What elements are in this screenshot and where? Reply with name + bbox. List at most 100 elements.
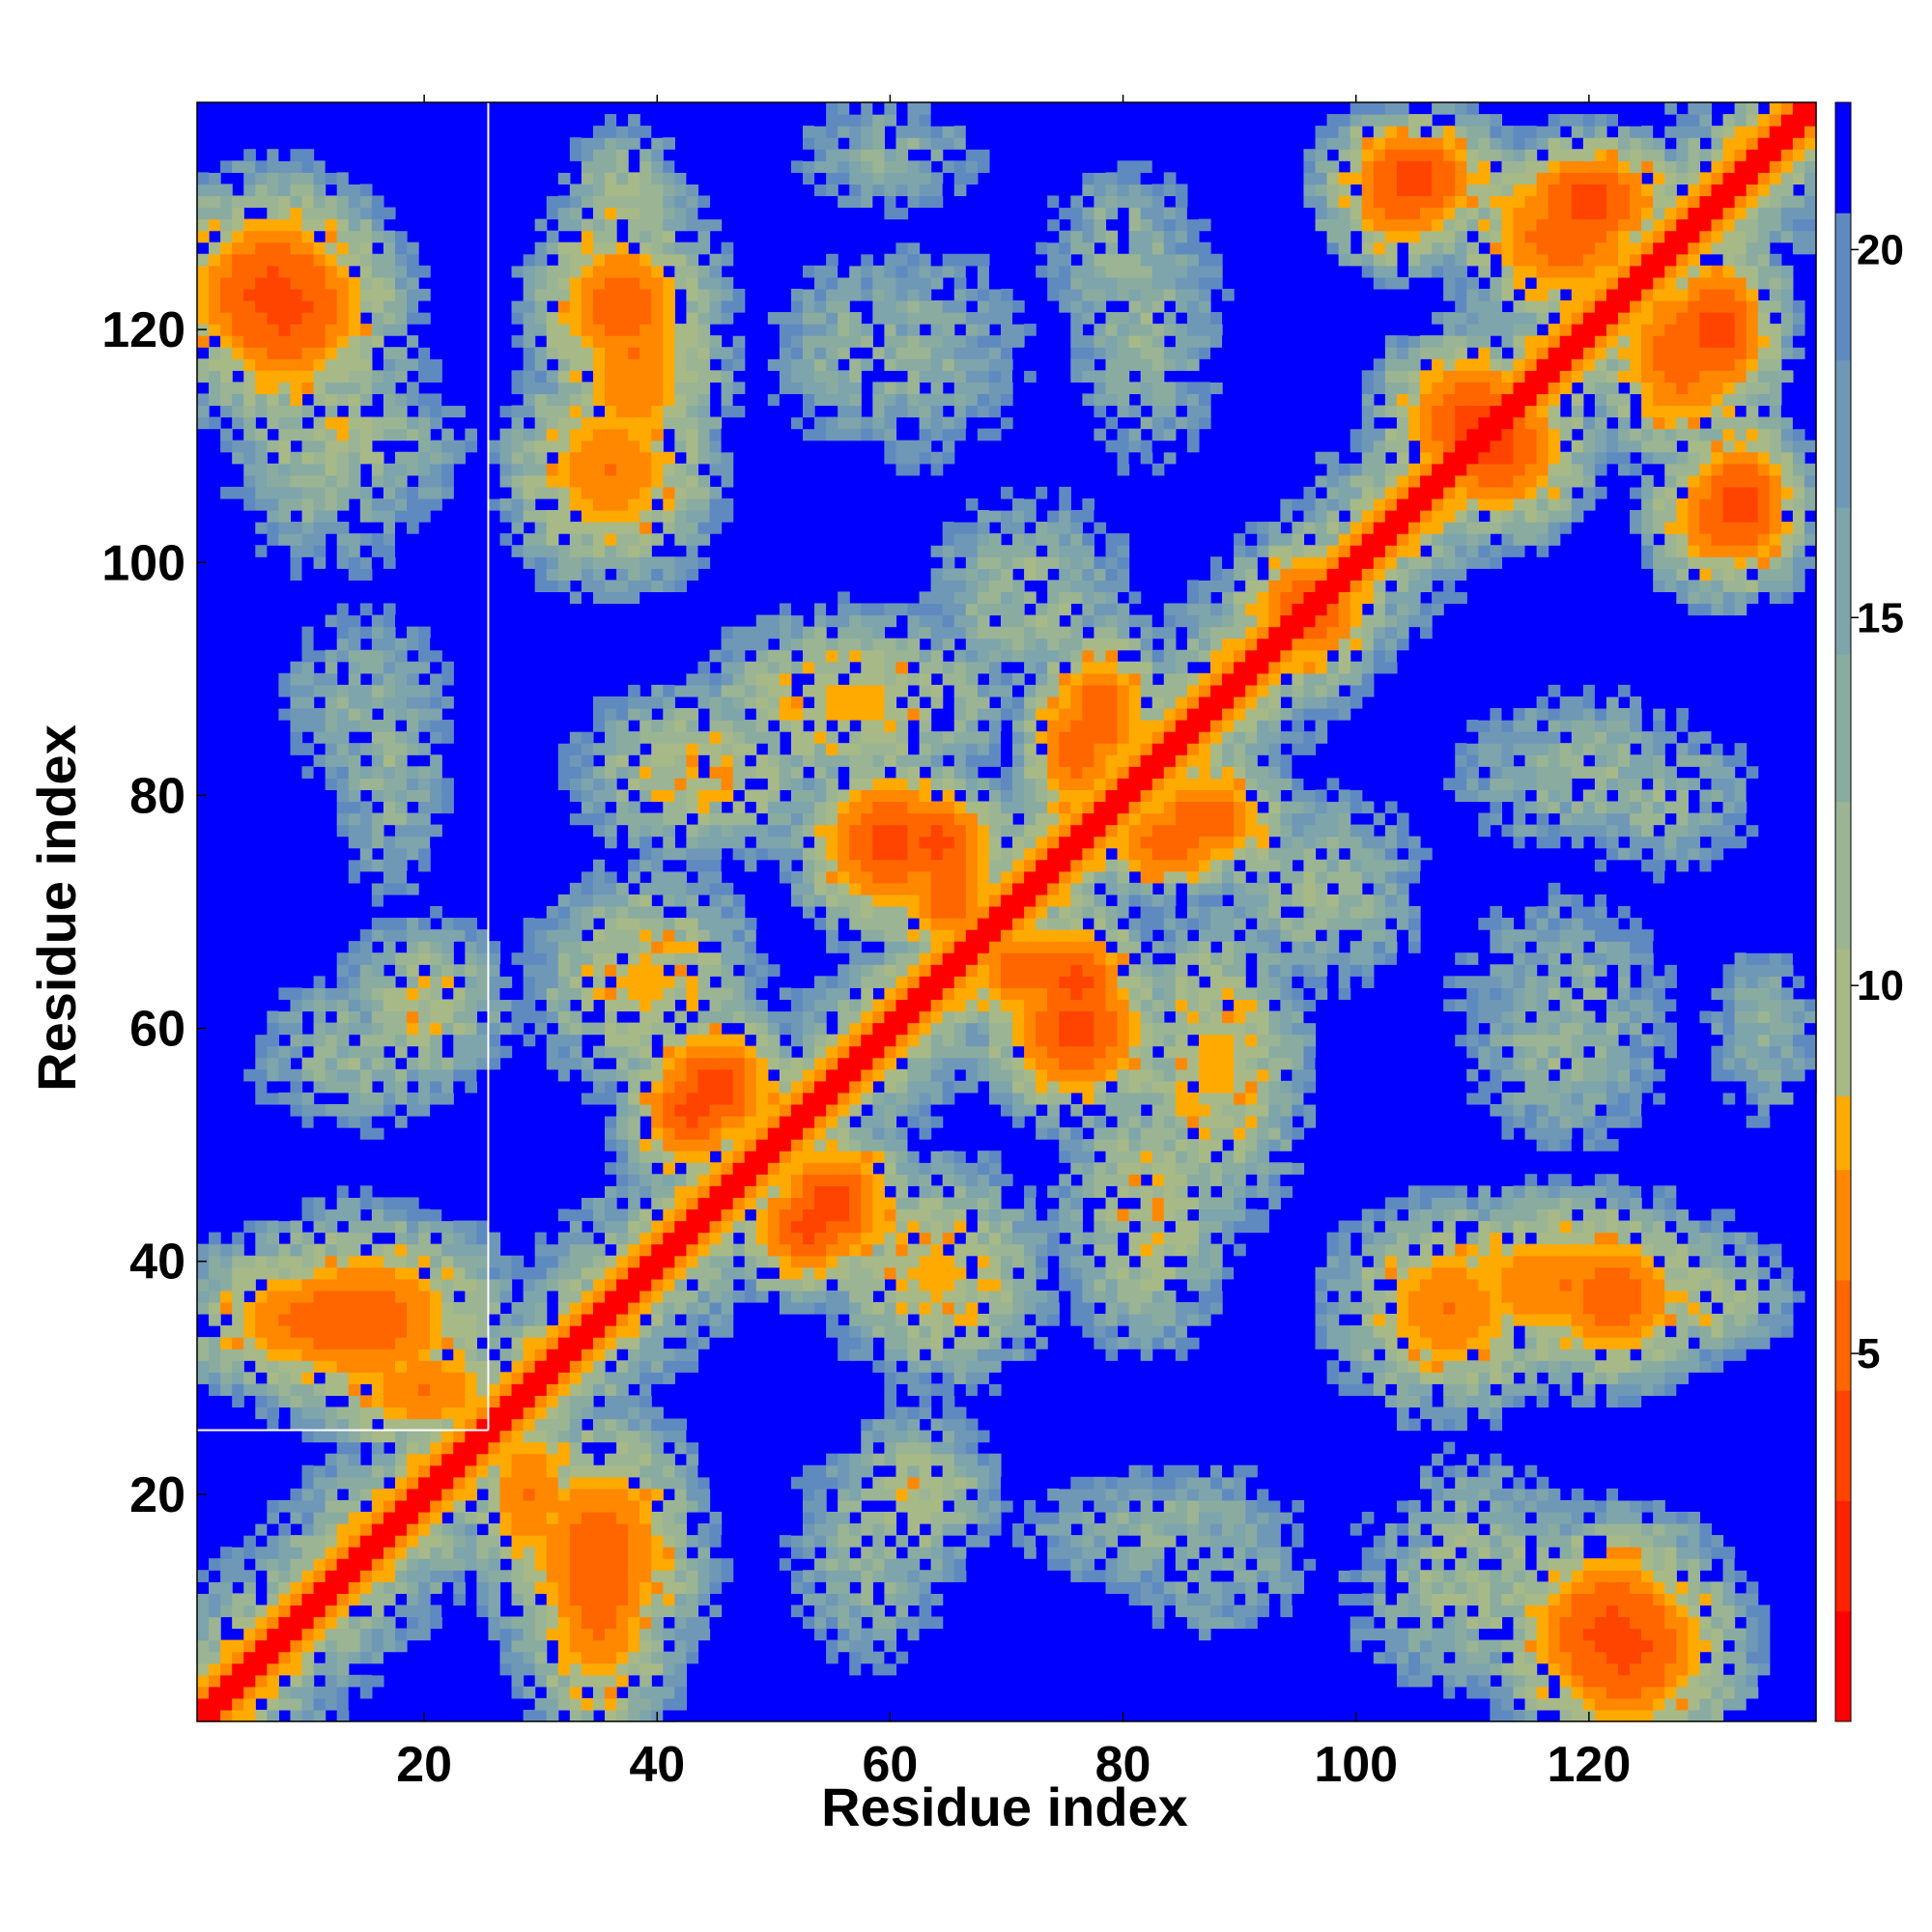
- heatmap-cell: [569, 299, 582, 313]
- heatmap-cell: [546, 1360, 559, 1373]
- heatmap-cell: [592, 1185, 606, 1199]
- heatmap-cell: [557, 486, 571, 499]
- heatmap-cell: [359, 1034, 373, 1047]
- heatmap-cell: [616, 1605, 629, 1618]
- heatmap-cell: [639, 1301, 652, 1315]
- heatmap-cell: [616, 801, 629, 814]
- heatmap-cell: [383, 918, 396, 930]
- heatmap-cell: [418, 486, 431, 499]
- heatmap-cell: [325, 1116, 338, 1128]
- heatmap-cell: [383, 1197, 396, 1210]
- heatmap-cell: [790, 1151, 804, 1163]
- heatmap-cell: [209, 207, 221, 220]
- heatmap-cell: [301, 1278, 315, 1292]
- heatmap-cell: [371, 1337, 384, 1350]
- heatmap-cell: [336, 1406, 350, 1420]
- heatmap-cell: [546, 382, 559, 395]
- heatmap-cell: [628, 1581, 640, 1594]
- heatmap-cell: [220, 1349, 233, 1361]
- heatmap-cell: [872, 999, 885, 1012]
- heatmap-cell: [744, 626, 757, 639]
- heatmap-cell: [849, 1151, 862, 1163]
- heatmap-cell: [313, 1301, 327, 1315]
- heatmap-cell: [407, 1092, 419, 1105]
- heatmap-cell: [336, 522, 350, 534]
- heatmap-cell: [325, 661, 338, 674]
- heatmap-cell: [232, 393, 244, 407]
- heatmap-cell: [628, 1372, 640, 1384]
- heatmap-cell: [826, 172, 838, 185]
- heatmap-cell: [359, 288, 373, 301]
- heatmap-cell: [232, 1674, 244, 1688]
- heatmap-cell: [453, 1535, 466, 1548]
- heatmap-cell: [359, 1395, 373, 1408]
- heatmap-cell: [534, 416, 548, 430]
- heatmap-cell: [605, 1616, 617, 1630]
- heatmap-cell: [663, 580, 675, 593]
- heatmap-cell: [663, 1243, 675, 1257]
- heatmap-cell: [383, 312, 396, 325]
- heatmap-cell: [476, 976, 490, 988]
- heatmap-cell: [325, 1022, 338, 1036]
- heatmap-cell: [849, 1313, 862, 1326]
- heatmap-cell: [732, 1068, 746, 1082]
- heatmap-cell: [348, 1441, 361, 1455]
- heatmap-cell: [336, 335, 350, 348]
- heatmap-cell: [592, 812, 606, 826]
- heatmap-cell: [838, 172, 850, 185]
- heatmap-cell: [790, 894, 804, 907]
- heatmap-cell: [336, 1511, 350, 1524]
- heatmap-cell: [802, 824, 815, 838]
- heatmap-cell: [861, 149, 873, 161]
- heatmap-cell: [394, 684, 408, 697]
- heatmap-cell: [663, 370, 675, 383]
- heatmap-cell: [849, 964, 862, 977]
- heatmap-cell: [639, 1593, 652, 1606]
- heatmap-cell: [301, 195, 315, 209]
- heatmap-cell: [255, 299, 268, 313]
- heatmap-cell: [499, 1372, 513, 1384]
- heatmap-cell: [511, 999, 525, 1012]
- heatmap-cell: [884, 1360, 897, 1373]
- heatmap-cell: [569, 1697, 582, 1711]
- heatmap-cell: [884, 1547, 897, 1559]
- heatmap-cell: [267, 1349, 280, 1361]
- heatmap-cell: [686, 1139, 699, 1151]
- heatmap-cell: [336, 474, 350, 488]
- heatmap-cell: [755, 999, 769, 1012]
- heatmap-cell: [348, 1383, 361, 1396]
- heatmap-cell: [465, 1220, 477, 1234]
- heatmap-cell: [651, 428, 664, 441]
- heatmap-cell: [663, 160, 675, 173]
- heatmap-cell: [534, 1278, 548, 1292]
- heatmap-cell: [616, 149, 629, 161]
- heatmap-cell: [581, 1605, 594, 1618]
- heatmap-cell: [639, 1092, 652, 1105]
- heatmap-cell: [394, 253, 408, 267]
- heatmap-cell: [581, 1301, 594, 1315]
- heatmap-cell: [790, 812, 804, 826]
- heatmap-cell: [826, 1116, 838, 1128]
- heatmap-cell: [359, 1593, 373, 1606]
- heatmap-cell: [697, 1313, 711, 1326]
- heatmap-cell: [453, 1301, 466, 1315]
- heatmap-cell: [430, 1535, 442, 1548]
- heatmap-cell: [639, 1057, 652, 1070]
- heatmap-cell: [441, 801, 454, 814]
- heatmap-cell: [697, 952, 711, 965]
- heatmap-cell: [232, 451, 244, 465]
- heatmap-cell: [767, 1255, 781, 1268]
- heatmap-cell: [418, 999, 431, 1012]
- heatmap-cell: [313, 1523, 327, 1536]
- heatmap-cell: [709, 707, 723, 721]
- heatmap-cell: [488, 1372, 501, 1384]
- heatmap-cell: [814, 1616, 827, 1630]
- heatmap-cell: [278, 1360, 292, 1373]
- heatmap-cell: [605, 486, 617, 499]
- heatmap-cell: [581, 299, 594, 313]
- heatmap-cell: [849, 1360, 862, 1373]
- heatmap-cell: [605, 1174, 617, 1186]
- heatmap-cell: [861, 1185, 873, 1199]
- heatmap-cell: [849, 184, 862, 197]
- heatmap-cell: [581, 172, 594, 185]
